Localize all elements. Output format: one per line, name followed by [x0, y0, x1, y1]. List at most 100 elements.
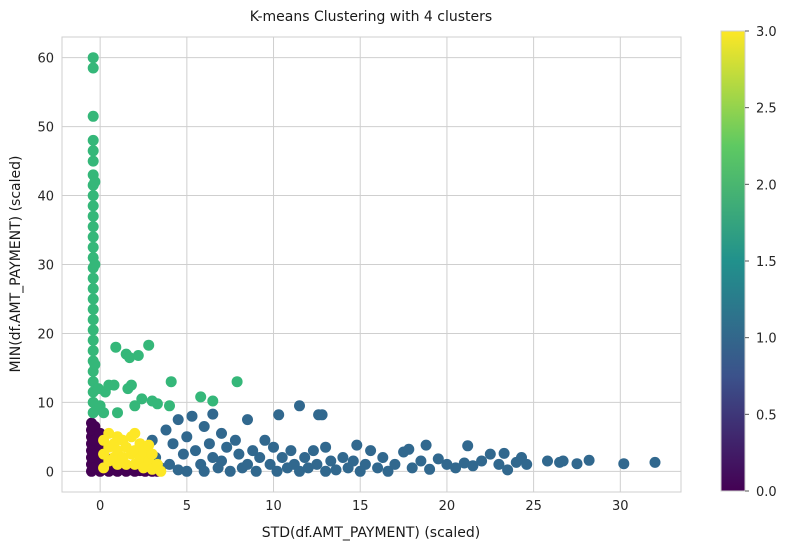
cluster-2-point — [87, 145, 99, 157]
cluster-1-point — [432, 453, 444, 465]
cluster-1-point — [177, 448, 189, 460]
cluster-1-point — [583, 454, 595, 466]
cluster-1-point — [242, 458, 253, 470]
data-points — [86, 52, 661, 477]
cluster-1-point — [458, 457, 470, 469]
cluster-1-point — [521, 458, 533, 470]
cluster-1-point — [320, 441, 332, 453]
cluster-1-point — [299, 452, 311, 463]
cluster-1-point — [271, 465, 283, 477]
cluster-1-point — [316, 409, 328, 421]
cluster-2-point — [110, 341, 122, 353]
cluster-2-point — [132, 350, 144, 361]
cluster-2-point — [165, 376, 177, 388]
cluster-1-point — [224, 465, 236, 477]
cluster-1-point — [172, 414, 184, 426]
colorbar-tick-labels: 0.0 0.5 1.0 1.5 2.0 2.5 3.0 — [745, 25, 777, 500]
cluster-1-point — [264, 458, 276, 470]
cluster-2-point — [87, 62, 99, 74]
cluster-3-point — [103, 427, 115, 439]
x-tick-label: 30 — [612, 499, 629, 514]
cluster-2-point — [143, 339, 155, 351]
cluster-1-point — [406, 462, 418, 474]
cluster-1-point — [325, 455, 337, 467]
cluster-2-point — [87, 200, 99, 212]
x-tick-label: 15 — [352, 499, 369, 514]
y-tick-label: 50 — [37, 121, 54, 136]
cluster-1-point — [450, 462, 462, 474]
cluster-1-point — [382, 465, 394, 477]
y-tick-label: 10 — [37, 396, 54, 411]
colorbar — [720, 30, 746, 492]
cluster-2-point — [87, 231, 99, 243]
cluster-1-point — [302, 462, 314, 474]
cluster-1-point — [424, 463, 436, 475]
cluster-1-point — [268, 441, 279, 453]
cluster-1-point — [372, 462, 384, 474]
cluster-2-point — [87, 221, 99, 233]
cluster-2-point — [129, 400, 141, 412]
colorbar-tick-label: 2.5 — [756, 102, 777, 117]
cluster-1-point — [181, 431, 193, 443]
cluster-2-point — [124, 352, 136, 364]
cluster-1-point — [467, 460, 479, 472]
cluster-2-point — [195, 391, 207, 403]
x-tick-labels: 0 5 10 15 20 25 30 — [96, 499, 629, 514]
cluster-1-point — [221, 441, 233, 453]
cluster-2-point — [87, 345, 99, 357]
cluster-1-point — [542, 455, 553, 467]
cluster-1-point — [377, 452, 389, 463]
x-tick-label: 5 — [183, 499, 191, 514]
cluster-1-point — [186, 410, 198, 422]
cluster-2-point — [87, 110, 99, 122]
cluster-1-point — [250, 465, 262, 477]
x-tick-label: 25 — [525, 499, 542, 514]
cluster-1-point — [502, 464, 514, 476]
colorbar-tick-label: 2.0 — [756, 178, 777, 193]
cluster-1-point — [216, 427, 227, 439]
x-tick-label: 20 — [439, 499, 456, 514]
cluster-2-point — [98, 407, 110, 419]
cluster-2-point — [87, 272, 99, 284]
cluster-1-point — [493, 458, 505, 470]
cluster-1-point — [273, 409, 285, 421]
cluster-1-point — [347, 455, 359, 467]
cluster-1-point — [311, 458, 323, 470]
cluster-2-point — [87, 134, 99, 146]
cluster-2-point — [87, 210, 99, 222]
grid-lines — [62, 37, 681, 492]
cluster-2-point — [87, 303, 99, 315]
cluster-1-point — [198, 465, 210, 477]
cluster-1-point — [476, 455, 488, 467]
cluster-2-point — [87, 155, 99, 167]
cluster-1-point — [294, 465, 305, 477]
cluster-1-point — [229, 434, 241, 446]
cluster-2-point — [112, 407, 123, 419]
cluster-2-point — [89, 259, 101, 270]
cluster-3-point — [143, 439, 155, 451]
cluster-1-point — [649, 456, 661, 468]
cluster-3-point — [129, 427, 141, 439]
cluster-1-point — [167, 438, 179, 450]
cluster-1-point — [164, 458, 175, 470]
cluster-1-point — [160, 424, 172, 436]
cluster-3-point — [120, 458, 132, 470]
cluster-1-point — [498, 447, 510, 459]
cluster-2-point — [87, 314, 99, 326]
cluster-1-point — [198, 421, 210, 432]
cluster-2-point — [87, 334, 99, 346]
cluster-1-point — [420, 439, 432, 451]
colorbar-tick-label: 0.5 — [756, 408, 777, 423]
cluster-2-point — [108, 379, 120, 391]
y-axis-label: MIN(df.AMT_PAYMENT) (scaled) — [8, 156, 24, 373]
cluster-1-point — [337, 452, 349, 463]
cluster-1-point — [462, 440, 474, 452]
cluster-2-point — [87, 241, 99, 253]
cluster-1-point — [216, 455, 227, 467]
cluster-2-point — [89, 359, 101, 370]
cluster-2-point — [207, 395, 219, 407]
colorbar-tick-label: 1.5 — [756, 255, 777, 270]
colorbar-tick-label: 1.0 — [756, 332, 777, 347]
cluster-2-point — [87, 293, 99, 305]
